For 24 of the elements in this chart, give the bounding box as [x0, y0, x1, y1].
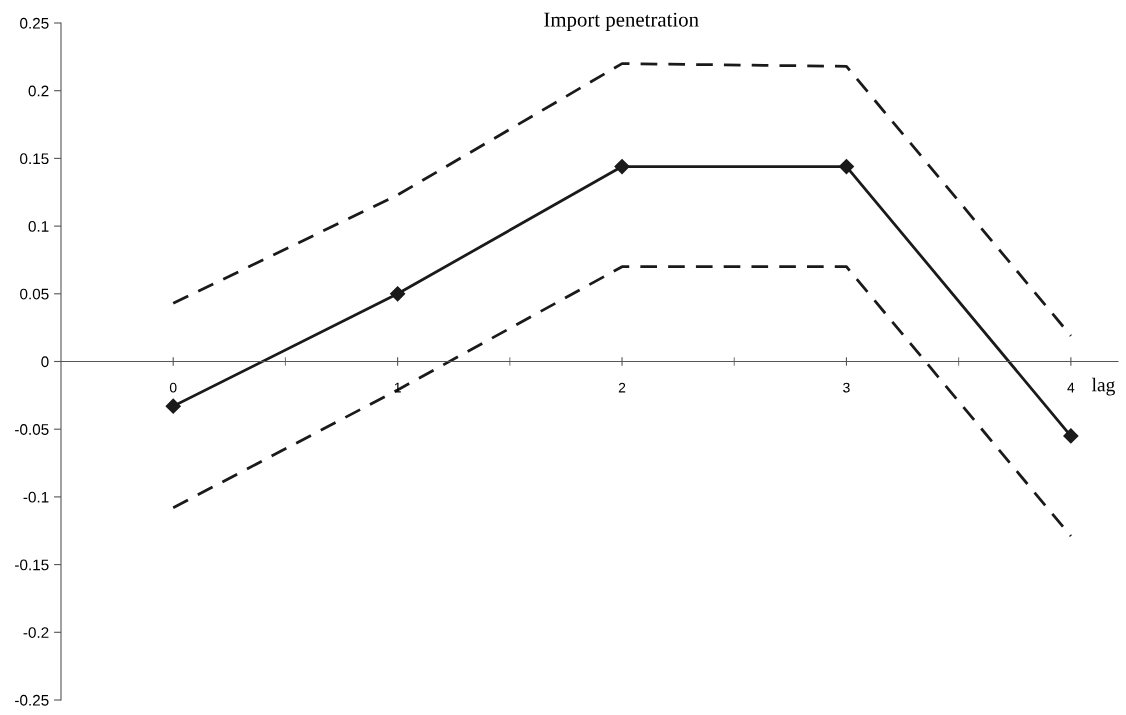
y-tick-label: 0.2 — [28, 85, 49, 97]
line-series — [171, 265, 1073, 538]
y-tick-label: -0.2 — [23, 627, 49, 638]
line-series — [171, 62, 1073, 338]
x-tick-label: 0 — [169, 382, 177, 393]
y-tick-label: 0.1 — [28, 220, 49, 232]
point — [838, 158, 855, 175]
y-tick-label: -0.05 — [15, 424, 49, 435]
y-tick-label: 0 — [41, 356, 49, 368]
y-tick-label: -0.1 — [23, 491, 49, 503]
x-tick-label: 2 — [618, 382, 626, 393]
x-tick-label: 4 — [1067, 382, 1075, 393]
y-tick-label: -0.25 — [15, 694, 49, 706]
y-tick-label: 0.15 — [20, 153, 49, 165]
chart-title: Import penetration — [544, 12, 699, 31]
point — [1063, 428, 1079, 444]
y-tick-label: 0.05 — [20, 288, 49, 300]
y-tick-label: -0.15 — [15, 559, 49, 571]
y-tick-label: 0.25 — [20, 17, 49, 29]
point — [390, 286, 406, 302]
point — [614, 158, 630, 175]
x-axis-title: lag — [1091, 377, 1115, 396]
x-tick-label: 3 — [843, 382, 850, 393]
point — [165, 398, 181, 414]
